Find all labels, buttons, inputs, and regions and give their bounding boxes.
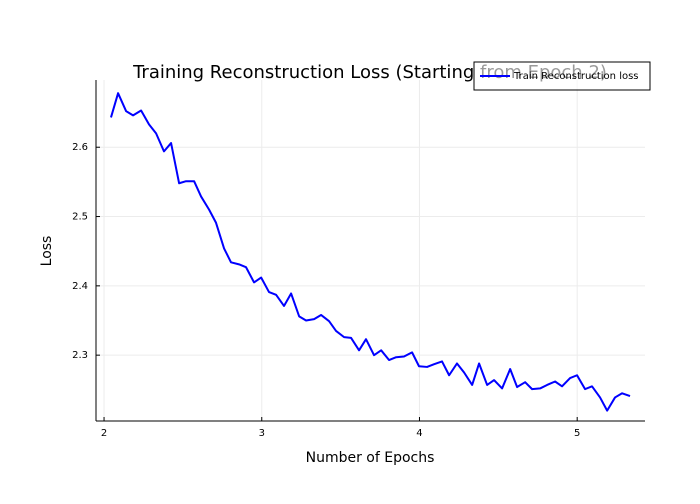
y-tick-label: 2.5 bbox=[72, 212, 88, 223]
y-tick-label: 2.6 bbox=[72, 142, 88, 153]
y-axis-label: Loss bbox=[39, 236, 55, 267]
x-tick-label: 2 bbox=[101, 428, 107, 439]
y-tick-label: 2.4 bbox=[72, 281, 88, 292]
y-tick-label: 2.3 bbox=[72, 350, 88, 361]
data-line bbox=[110, 92, 631, 412]
x-tick-label: 5 bbox=[574, 428, 580, 439]
x-tick-label: 3 bbox=[259, 428, 265, 439]
legend-label: Train Reconstruction loss bbox=[513, 71, 639, 82]
x-axis-label: Number of Epochs bbox=[306, 450, 435, 466]
x-tick-label: 4 bbox=[416, 428, 422, 439]
